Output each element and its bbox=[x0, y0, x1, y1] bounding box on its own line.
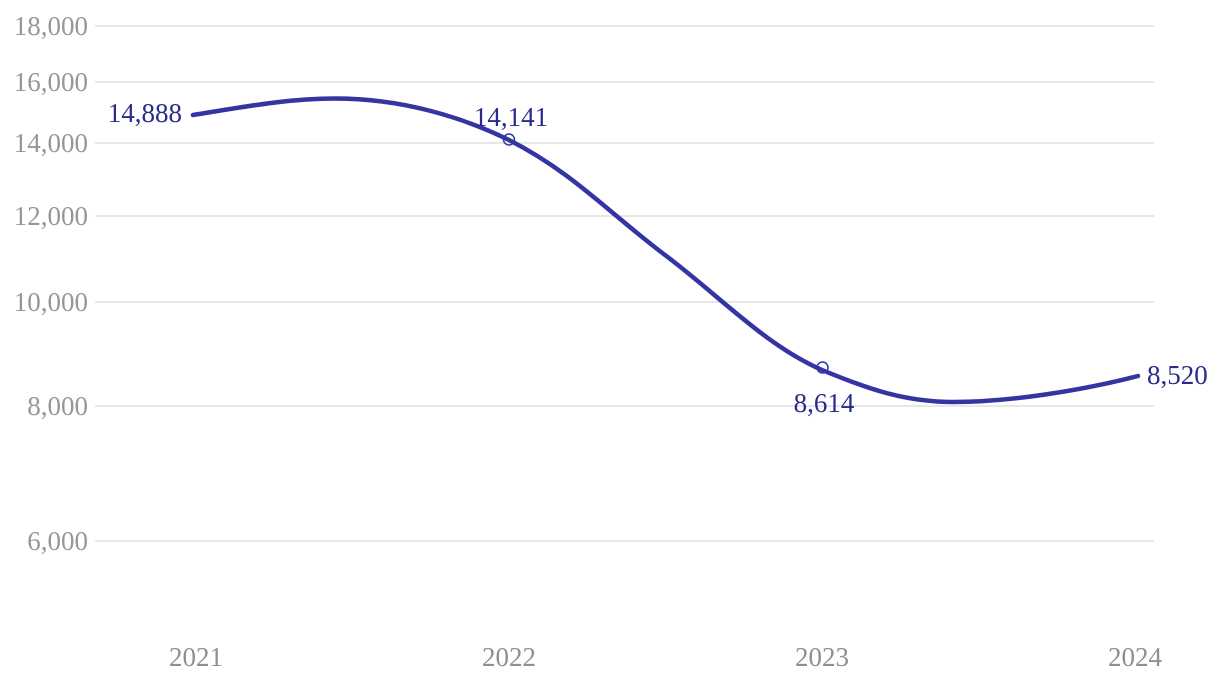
x-tick-label: 2022 bbox=[482, 642, 536, 672]
data-line-path bbox=[190, 96, 1141, 405]
gridline-14000 bbox=[95, 141, 1154, 144]
gridline-8000 bbox=[95, 404, 1154, 407]
y-tick-label: 10,000 bbox=[13, 286, 88, 317]
gridline-18000 bbox=[95, 25, 1154, 27]
y-tick-label: 12,000 bbox=[13, 200, 88, 231]
value-label-2024: 8,520 bbox=[1147, 360, 1208, 390]
gridline-6000 bbox=[95, 539, 1154, 542]
value-label-2022: 14,141 bbox=[473, 102, 549, 132]
gridline-12000 bbox=[95, 214, 1154, 217]
x-tick-label: 2021 bbox=[169, 642, 223, 672]
gridline-16000 bbox=[95, 80, 1154, 83]
y-tick-label: 14,000 bbox=[13, 127, 88, 158]
y-tick-label: 16,000 bbox=[13, 66, 88, 97]
y-tick-label: 6,000 bbox=[27, 525, 88, 556]
value-label-2021: 14,888 bbox=[107, 98, 182, 128]
x-tick-label: 2024 bbox=[1108, 642, 1162, 672]
y-tick-label: 18,000 bbox=[13, 11, 88, 41]
gridline-10000 bbox=[95, 300, 1154, 303]
y-tick-label: 8,000 bbox=[27, 390, 88, 421]
value-label-2023: 8,614 bbox=[793, 388, 855, 418]
x-tick-label: 2023 bbox=[795, 642, 849, 672]
